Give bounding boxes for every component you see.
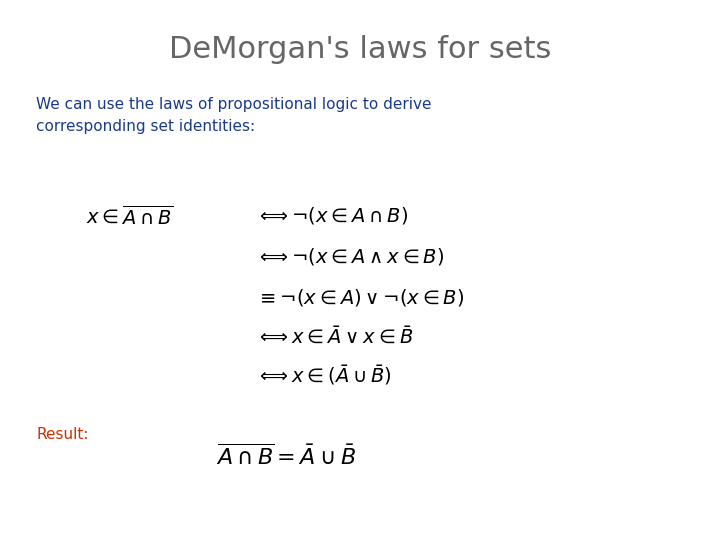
Text: $\Longleftrightarrow x \in (\bar{A} \cup \bar{B})$: $\Longleftrightarrow x \in (\bar{A} \cup… [256, 363, 392, 387]
Text: $\Longleftrightarrow \neg(x \in A \wedge x \in B)$: $\Longleftrightarrow \neg(x \in A \wedge… [256, 246, 444, 267]
Text: We can use the laws of propositional logic to derive
corresponding set identitie: We can use the laws of propositional log… [36, 97, 431, 134]
Text: $\equiv\neg(x \in A) \vee \neg(x \in B)$: $\equiv\neg(x \in A) \vee \neg(x \in B)$ [256, 287, 464, 307]
Text: Result:: Result: [36, 427, 89, 442]
Text: De​Morgan's laws for sets: De​Morgan's laws for sets [168, 35, 552, 64]
Text: $\overline{A \cap B} = \bar{A} \cup \bar{B}$: $\overline{A \cap B} = \bar{A} \cup \bar… [216, 443, 356, 469]
Text: $x \in \overline{A \cap B}$: $x \in \overline{A \cap B}$ [86, 205, 174, 227]
Text: $\Longleftrightarrow x \in \bar{A} \vee x \in \bar{B}$: $\Longleftrightarrow x \in \bar{A} \vee … [256, 327, 413, 348]
Text: $\Longleftrightarrow \neg(x \in A \cap B)$: $\Longleftrightarrow \neg(x \in A \cap B… [256, 206, 408, 226]
